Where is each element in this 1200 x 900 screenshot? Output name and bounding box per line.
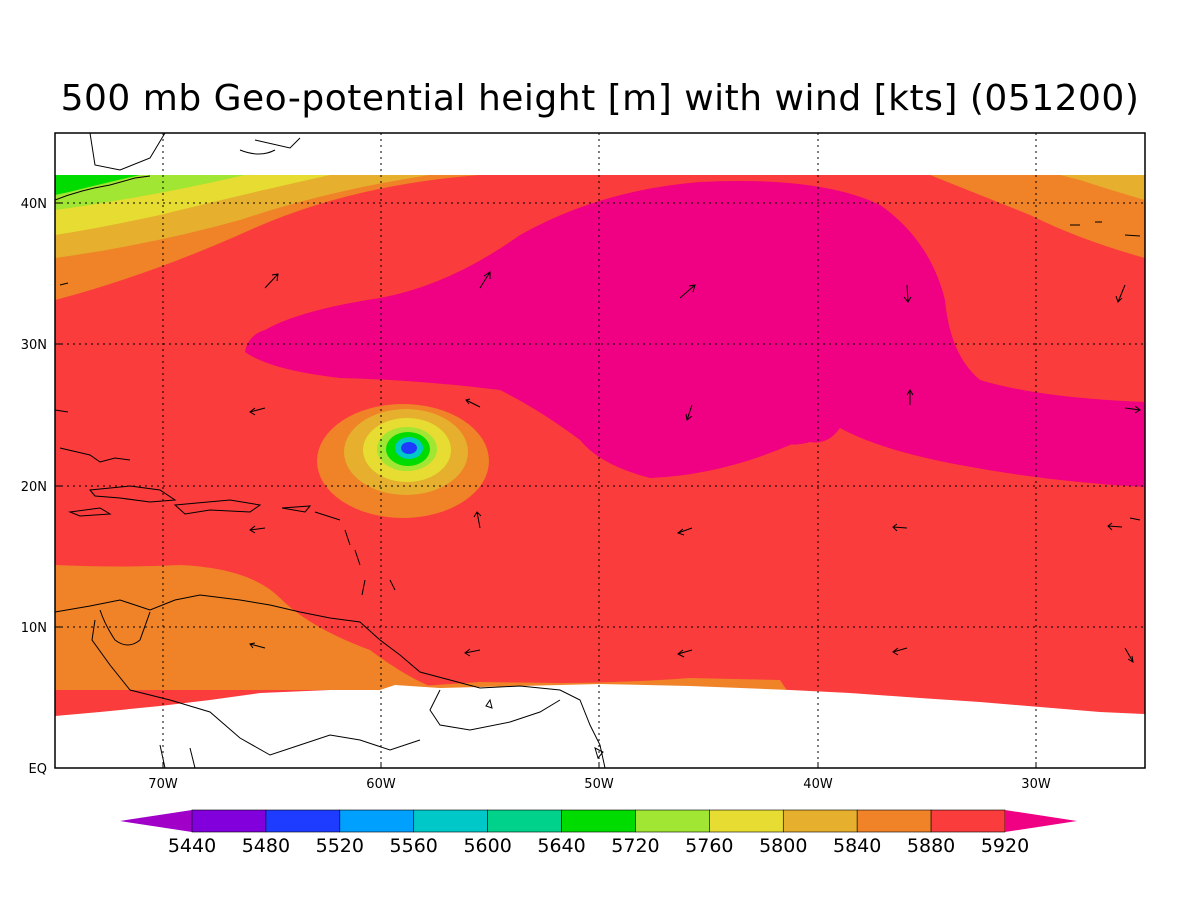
cyclone-core xyxy=(401,442,417,454)
lat-tick-label: 40N xyxy=(21,197,47,212)
map-title: 500 mb Geo-potential height [m] with win… xyxy=(60,78,1140,119)
lat-tick-label: EQ xyxy=(29,762,47,777)
colorbar-max-arrow xyxy=(1005,810,1077,832)
lon-tick-labels: 70W 60W 50W 40W 30W xyxy=(148,777,1051,792)
colorbar-min-arrow xyxy=(120,810,192,832)
coastlines xyxy=(55,133,1141,768)
missing-data-south xyxy=(55,684,1145,768)
colorbar-label: 5720 xyxy=(611,835,659,857)
contour-5640-north xyxy=(55,175,140,195)
colorbar-label: 5560 xyxy=(390,835,438,857)
plot-frame xyxy=(54,132,1146,769)
colorbar-swatch xyxy=(856,809,932,833)
tick-marks xyxy=(55,202,1037,768)
contour-5920 xyxy=(245,180,1145,487)
colorbar-label: 5920 xyxy=(981,835,1029,857)
lon-tick-label: 70W xyxy=(148,777,178,792)
colorbar-label: 5840 xyxy=(833,835,881,857)
colorbar-swatch xyxy=(635,809,710,833)
lat-tick-label: 20N xyxy=(21,480,47,495)
colorbar-swatch xyxy=(339,809,415,833)
colorbar-swatch xyxy=(782,809,858,833)
colorbar-label: 5800 xyxy=(759,835,807,857)
colorbar-swatch xyxy=(709,809,784,833)
wind-vectors xyxy=(249,271,1141,663)
colorbar-label: 5520 xyxy=(316,835,364,857)
grid-lines xyxy=(55,133,1145,768)
colorbar-swatch xyxy=(487,809,562,833)
colorbar-swatch xyxy=(265,809,341,833)
missing-data-north xyxy=(55,133,1145,175)
colorbar-label: 5480 xyxy=(242,835,290,857)
colorbar-swatch xyxy=(191,809,267,833)
lon-tick-label: 40W xyxy=(803,777,833,792)
colorbar-label: 5880 xyxy=(907,835,955,857)
lon-tick-label: 60W xyxy=(366,777,396,792)
lon-tick-label: 50W xyxy=(584,777,614,792)
colorbar-swatch xyxy=(413,809,488,833)
colorbar-swatch xyxy=(930,809,1006,833)
contour-5800-northeast xyxy=(1060,175,1145,200)
colorbar-label: 5440 xyxy=(168,835,216,857)
height-field xyxy=(55,133,1145,768)
contour-5840-northeast xyxy=(930,175,1145,258)
colorbar-label: 5600 xyxy=(463,835,511,857)
colorbar-swatch xyxy=(561,809,636,833)
colorbar-label: 5760 xyxy=(685,835,733,857)
lat-tick-label: 30N xyxy=(21,338,47,353)
lat-tick-label: 10N xyxy=(21,621,47,636)
lat-tick-labels: EQ 10N 20N 30N 40N xyxy=(21,197,47,777)
colorbar: 5440 5480 5520 5560 5600 5640 5720 5760 5800 5840… xyxy=(120,809,1077,857)
colorbar-label: 5640 xyxy=(537,835,585,857)
lon-tick-label: 30W xyxy=(1021,777,1051,792)
